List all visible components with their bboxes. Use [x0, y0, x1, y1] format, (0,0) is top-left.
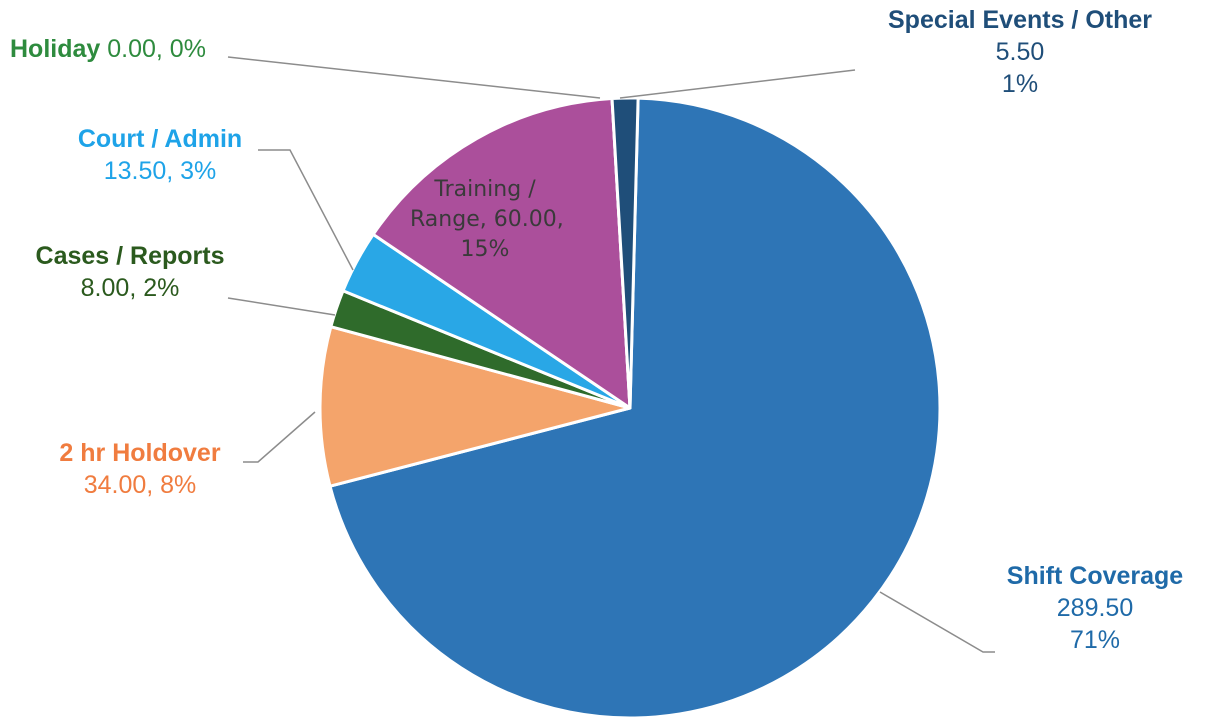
leader-line-holdover	[243, 411, 316, 463]
pie-slice-training-range	[371, 97, 632, 410]
label-court-admin: Court / Admin 13.50, 3%	[75, 123, 245, 187]
leader-line-special-events	[619, 69, 856, 99]
label-cases-reports-value: 8.00, 2%	[80, 274, 180, 302]
label-special-events-value: 5.50	[995, 38, 1045, 66]
label-special-events-percent: 1%	[1001, 70, 1039, 98]
label-shift-coverage-value: 289.50	[1056, 594, 1134, 622]
label-cases-reports: Cases / Reports 8.00, 2%	[20, 240, 240, 304]
label-court-admin-name: Court / Admin	[77, 125, 243, 153]
label-holdover-name: 2 hr Holdover	[59, 439, 221, 467]
label-holiday-name: Holiday	[10, 35, 101, 63]
label-training-range-line3: 15%	[460, 237, 510, 262]
label-court-admin-value: 13.50, 3%	[103, 157, 217, 185]
label-cases-reports-name: Cases / Reports	[35, 242, 225, 270]
label-holiday-value: 0.00, 0%	[107, 35, 206, 63]
label-training-range-line2: Range, 60.00,	[410, 207, 564, 232]
label-training-range: Training / Range, 60.00, 15%	[410, 175, 564, 265]
label-special-events: Special Events / Other 5.50 1%	[880, 4, 1160, 100]
label-holiday: Holiday 0.00, 0%	[10, 33, 206, 65]
leader-line-shift-coverage	[879, 591, 995, 653]
leader-line-court-admin	[258, 149, 354, 271]
leader-line-holiday	[227, 56, 601, 99]
label-special-events-name: Special Events / Other	[888, 6, 1152, 34]
label-shift-coverage-percent: 71%	[1069, 626, 1121, 654]
pie-slice-shift-coverage	[328, 96, 942, 719]
label-training-range-line1: Training /	[434, 177, 536, 202]
label-holdover: 2 hr Holdover 34.00, 8%	[40, 437, 240, 501]
label-shift-coverage-name: Shift Coverage	[1006, 562, 1184, 590]
label-holdover-value: 34.00, 8%	[83, 471, 197, 499]
leader-line-cases-reports	[227, 297, 336, 316]
label-shift-coverage: Shift Coverage 289.50 71%	[990, 560, 1200, 656]
pie-slice-2-hr-holdover	[318, 325, 632, 488]
